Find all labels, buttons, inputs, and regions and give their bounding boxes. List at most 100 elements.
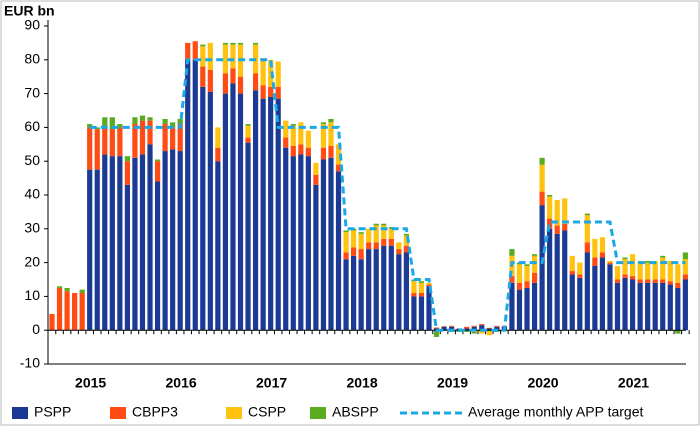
bar-segment	[471, 325, 477, 327]
bar-segment	[660, 257, 666, 280]
bar-segment	[388, 245, 394, 331]
bar-segment	[283, 120, 289, 138]
bar-segment	[343, 232, 349, 253]
y-tick-label: -10	[20, 355, 40, 371]
bar-segment	[584, 242, 590, 253]
x-tick-label: 2019	[437, 375, 468, 391]
bar-segment	[381, 225, 387, 239]
bar-segment	[554, 233, 560, 331]
bar-segment	[79, 289, 85, 294]
x-tick-label: 2017	[256, 375, 287, 391]
bar-segment	[200, 66, 206, 87]
bar-segment	[268, 96, 274, 331]
bar-segment	[675, 287, 681, 331]
bar-segment	[524, 287, 530, 331]
bar-segment	[418, 296, 425, 331]
bar-segment	[268, 86, 274, 97]
bar-segment	[222, 93, 229, 331]
bar-segment	[215, 147, 221, 162]
bar-segment	[313, 184, 319, 331]
bar-segment	[185, 59, 191, 331]
bar-segment	[192, 59, 198, 331]
bar-segment	[418, 281, 425, 283]
bar-segment	[411, 281, 417, 294]
bar-segment	[170, 149, 176, 331]
bar-segment	[411, 296, 417, 331]
bar-segment	[64, 287, 70, 292]
bar-segment	[637, 282, 643, 331]
bar-segment	[486, 328, 492, 331]
bar-segment	[622, 277, 628, 331]
bar-segment	[403, 233, 409, 236]
bar-segment	[539, 191, 545, 206]
bar-segment	[682, 252, 688, 260]
x-tick-label: 2015	[75, 375, 106, 391]
bar-segment	[79, 293, 85, 331]
bar-segment	[358, 249, 364, 260]
bar-segment	[366, 228, 372, 243]
bar-segment	[547, 196, 553, 219]
bar-segment	[132, 124, 138, 158]
bar-segment	[94, 129, 100, 170]
bar-segment	[170, 122, 176, 128]
bar-segment	[418, 282, 425, 294]
bar-segment	[471, 331, 477, 334]
bar-segment	[56, 286, 63, 288]
bar-segment	[509, 276, 515, 283]
bar-segment	[622, 257, 628, 260]
y-tick-label: 90	[24, 17, 40, 33]
bar-segment	[441, 326, 447, 327]
bar-segment	[584, 215, 590, 243]
bar-segment	[177, 118, 183, 125]
y-tick-label: 80	[24, 51, 40, 67]
bar-segment	[252, 90, 259, 331]
bar-segment	[433, 330, 440, 337]
bar-segment	[479, 324, 485, 326]
target-line	[89, 58, 686, 332]
y-tick-label: 70	[24, 84, 40, 100]
bar-segment	[675, 264, 681, 283]
y-tick-label: 30	[24, 220, 40, 236]
bar-segment	[531, 282, 538, 331]
bar-segment	[275, 98, 281, 331]
bar-segment	[222, 44, 229, 74]
bar-segment	[139, 154, 146, 331]
bar-segment	[554, 200, 560, 226]
bar-segment	[207, 91, 213, 331]
bar-segment	[222, 73, 229, 94]
legend-swatch	[226, 407, 242, 419]
bar-segment	[562, 230, 568, 331]
bar-segment	[614, 282, 621, 331]
bar-segment	[222, 42, 229, 45]
bar-segment	[433, 327, 440, 329]
bar-segment	[426, 284, 432, 287]
x-tick-label: 2020	[527, 375, 558, 391]
bar-segment	[200, 86, 206, 331]
bar-segment	[328, 122, 334, 146]
bar-segment	[403, 245, 409, 253]
bar-segment	[403, 252, 409, 331]
bar-segment	[275, 86, 281, 99]
bar-segment	[479, 325, 485, 331]
bar-segment	[645, 260, 651, 263]
y-axis-label: EUR bn	[4, 3, 55, 19]
bar-segment	[494, 326, 500, 331]
bar-segment	[237, 76, 244, 94]
bar-segment	[147, 120, 153, 145]
bar-segment	[117, 124, 123, 128]
legend-label: CSPP	[248, 404, 286, 420]
bar-segment	[245, 124, 251, 126]
bar-segment	[614, 265, 621, 280]
bar-segment	[94, 127, 100, 130]
bar-segment	[313, 162, 319, 175]
bar-segment	[237, 42, 244, 45]
bar-segment	[313, 174, 319, 185]
bar-segment	[351, 255, 357, 331]
bar-segment	[569, 255, 575, 272]
bar-segment	[660, 255, 666, 258]
x-tick-label: 2018	[346, 375, 377, 391]
legend-swatch	[110, 407, 126, 419]
bar-segment	[471, 326, 477, 331]
bar-segment	[290, 124, 296, 126]
